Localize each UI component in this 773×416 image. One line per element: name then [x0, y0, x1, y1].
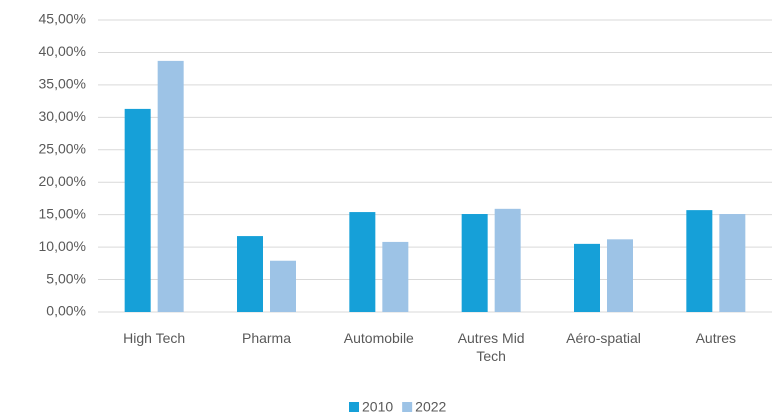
- legend-swatch: [402, 402, 413, 412]
- bar: [574, 243, 600, 312]
- legend-label: 2010: [362, 399, 393, 415]
- bar: [237, 236, 263, 312]
- y-tick-label: 45,00%: [39, 11, 86, 27]
- x-tick-label: Aéro-spatial: [566, 330, 641, 346]
- bar: [157, 60, 184, 312]
- x-tick-label: Pharma: [241, 330, 292, 346]
- legend-swatch: [349, 402, 359, 412]
- bar: [607, 239, 633, 312]
- y-tick-label: 10,00%: [39, 238, 86, 254]
- x-tick-label: Autres: [695, 330, 737, 346]
- y-tick-label: 15,00%: [39, 205, 86, 221]
- y-tick-label: 25,00%: [39, 140, 86, 156]
- y-tick-label: 35,00%: [39, 76, 86, 92]
- bar: [719, 214, 746, 312]
- bar: [270, 260, 296, 312]
- bar: [124, 108, 151, 312]
- x-tick-label: High Tech: [123, 330, 186, 346]
- bar: [461, 214, 488, 312]
- x-tick-label: Automobile: [343, 330, 414, 346]
- y-tick-label: 30,00%: [39, 108, 86, 124]
- legend-label: 2022: [415, 399, 446, 415]
- bar: [494, 208, 521, 312]
- bar: [382, 241, 409, 312]
- y-tick-label: 20,00%: [39, 173, 86, 189]
- y-tick-label: 0,00%: [46, 303, 86, 319]
- y-tick-label: 5,00%: [46, 270, 86, 286]
- bar: [686, 210, 713, 312]
- x-tick-label: Autres Mid Tech: [457, 330, 525, 364]
- y-tick-label: 40,00%: [39, 43, 86, 59]
- bar: [349, 212, 376, 312]
